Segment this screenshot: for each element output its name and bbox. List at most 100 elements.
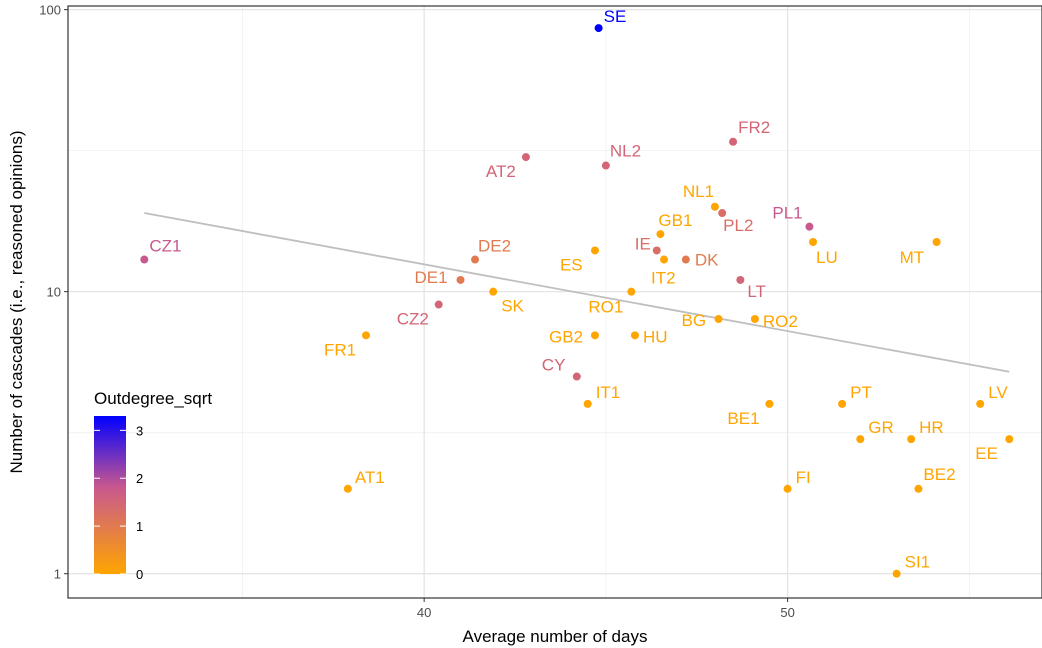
point-label-nl2: NL2 xyxy=(610,142,641,161)
data-point-nl2 xyxy=(601,161,610,170)
legend-tick-label: 1 xyxy=(136,519,143,534)
point-label-hu: HU xyxy=(643,327,668,346)
data-point-lu xyxy=(809,237,818,246)
point-label-ee: EE xyxy=(975,444,998,463)
point-label-pl2: PL2 xyxy=(723,216,753,235)
point-label-es: ES xyxy=(560,255,583,274)
trend-line-layer xyxy=(144,212,1010,373)
data-point-de1 xyxy=(456,275,465,284)
point-label-be2: BE2 xyxy=(923,465,955,484)
data-point-it1 xyxy=(583,399,592,408)
data-point-pl2 xyxy=(718,209,727,218)
point-label-dk: DK xyxy=(695,251,719,270)
legend-title: Outdegree_sqrt xyxy=(94,389,212,408)
point-label-ie: IE xyxy=(635,234,651,253)
point-label-ro2: RO2 xyxy=(763,312,798,331)
data-point-mt xyxy=(932,237,941,246)
point-label-pt: PT xyxy=(850,383,872,402)
data-point-be1 xyxy=(765,399,774,408)
point-label-de1: DE1 xyxy=(415,268,448,287)
point-label-ro1: RO1 xyxy=(588,298,623,317)
y-tick-label: 10 xyxy=(47,285,61,300)
point-label-sk: SK xyxy=(501,297,524,316)
point-label-lt: LT xyxy=(747,282,766,301)
point-label-bg: BG xyxy=(682,311,707,330)
point-label-fr1: FR1 xyxy=(324,340,356,359)
point-label-at1: AT1 xyxy=(355,468,385,487)
point-label-hr: HR xyxy=(919,418,944,437)
data-point-be2 xyxy=(914,484,923,493)
legend-tick-label: 2 xyxy=(136,471,143,486)
point-label-cy: CY xyxy=(542,356,566,375)
data-point-lt xyxy=(736,275,745,284)
point-label-it2: IT2 xyxy=(651,269,676,288)
data-point-it2 xyxy=(660,255,669,264)
data-point-es xyxy=(590,246,599,255)
data-point-fr1 xyxy=(362,331,371,340)
color-legend: Outdegree_sqrt 0 1 2 3 xyxy=(94,389,212,582)
data-point-ro2 xyxy=(750,314,759,323)
data-point-si1 xyxy=(892,569,901,578)
point-label-pl1: PL1 xyxy=(772,204,802,223)
point-label-at2: AT2 xyxy=(486,162,516,181)
data-point-fr2 xyxy=(729,137,738,146)
trend-line xyxy=(144,212,1010,373)
y-axis-title: Number of cascades (i.e., reasoned opini… xyxy=(7,130,26,473)
data-point-ro1 xyxy=(627,287,636,296)
point-label-lv: LV xyxy=(988,383,1008,402)
data-point-pt xyxy=(838,399,847,408)
x-axis-title: Average number of days xyxy=(463,627,648,646)
legend-tick-label: 3 xyxy=(136,423,143,438)
plot-border xyxy=(67,5,1042,599)
data-point-fi xyxy=(783,484,792,493)
data-point-sk xyxy=(489,287,498,296)
data-point-se xyxy=(594,24,603,33)
legend-ticks: 0 1 2 3 xyxy=(94,423,143,582)
point-label-it1: IT1 xyxy=(596,383,621,402)
point-label-se: SE xyxy=(604,7,627,26)
point-label-cz1: CZ1 xyxy=(149,237,181,256)
point-label-gr: GR xyxy=(868,418,894,437)
data-point-de2 xyxy=(471,255,480,264)
point-label-nl1: NL1 xyxy=(683,182,714,201)
point-label-mt: MT xyxy=(900,248,925,267)
data-point-gr xyxy=(856,435,865,444)
point-label-cz2: CZ2 xyxy=(397,310,429,329)
data-point-at1 xyxy=(343,484,352,493)
data-point-nl1 xyxy=(710,202,719,211)
point-label-fi: FI xyxy=(796,468,811,487)
data-point-at2 xyxy=(521,153,530,162)
data-point-pl1 xyxy=(805,222,814,231)
data-points xyxy=(140,24,1014,578)
point-label-fr2: FR2 xyxy=(738,118,770,137)
data-point-hr xyxy=(907,435,916,444)
grid-lines xyxy=(68,6,1042,598)
point-label-be1: BE1 xyxy=(727,409,759,428)
data-point-dk xyxy=(681,255,690,264)
data-point-lv xyxy=(976,399,985,408)
legend-tick-label: 0 xyxy=(136,567,143,582)
point-label-gb1: GB1 xyxy=(658,211,692,230)
plot-panel xyxy=(68,6,1042,598)
data-point-cz1 xyxy=(140,255,149,264)
y-tick-label: 100 xyxy=(39,3,61,18)
data-point-ie xyxy=(652,246,661,255)
data-point-bg xyxy=(714,314,723,323)
y-tick-label: 1 xyxy=(54,567,61,582)
data-point-hu xyxy=(630,331,639,340)
x-tick-label: 40 xyxy=(417,605,431,620)
point-label-gb2: GB2 xyxy=(549,327,583,346)
data-point-cy xyxy=(572,372,581,381)
data-point-gb1 xyxy=(656,230,665,239)
point-labels: SE FR2 AT2 NL2 NL1 PL2 PL1 GB1 MT LU ES IE CZ1 DE2 IT2… xyxy=(149,7,1008,572)
point-label-lu: LU xyxy=(816,248,838,267)
data-point-cz2 xyxy=(434,300,443,309)
point-label-si1: SI1 xyxy=(905,553,931,572)
point-label-de2: DE2 xyxy=(478,237,511,256)
x-tick-label: 50 xyxy=(780,605,794,620)
data-point-ee xyxy=(1005,435,1014,444)
data-point-gb2 xyxy=(590,331,599,340)
legend-colorbar xyxy=(94,416,126,574)
